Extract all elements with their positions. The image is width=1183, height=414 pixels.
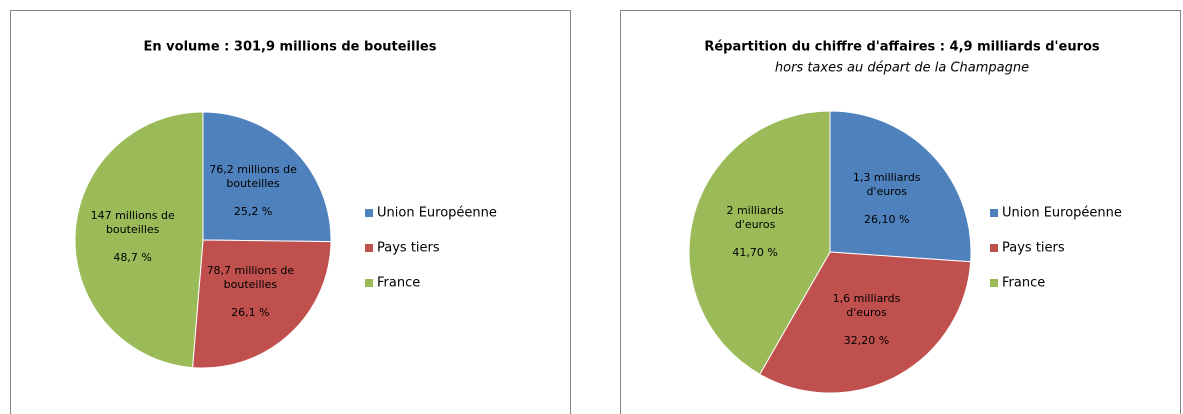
pie-slice [759, 251, 972, 394]
pie-slice [829, 110, 972, 263]
legend-label: Union Européenne [1002, 206, 1122, 221]
slice-amount: 76,2 millions de bouteilles [209, 162, 297, 190]
slice-amount: 147 millions de bouteilles [90, 209, 175, 237]
legend-swatch [365, 279, 373, 287]
pie-slice [688, 110, 831, 375]
legend-label: Pays tiers [1002, 241, 1065, 256]
slice-percent: 41,70 % [732, 246, 778, 259]
slice-label: 76,2 millions de bouteilles 25,2 % [205, 163, 301, 219]
legend-label: Union Européenne [377, 206, 497, 221]
slice-percent: 32,20 % [843, 334, 890, 348]
slice-amount: 1,3 milliards d'euros [852, 171, 921, 199]
pie-slice [74, 111, 204, 369]
pie-slice [192, 239, 332, 369]
slice-percent: 48,7 % [113, 251, 152, 265]
slice-label: 147 millions de bouteilles 48,7 % [85, 209, 181, 265]
slice-percent: 26,1 % [231, 306, 270, 320]
legend-swatch [990, 279, 998, 287]
legend-label: France [1002, 276, 1045, 291]
legend-swatch [365, 209, 373, 217]
chart-subtitle: hors taxes au départ de la Champagne [775, 61, 1029, 76]
pie-slice [202, 111, 332, 243]
legend-label: France [377, 276, 420, 291]
slice-label: 2 milliards d'euros 41,70 % [707, 204, 803, 260]
slice-label: 1,6 milliards d'euros 32,20 % [819, 292, 915, 348]
slice-amount: 78,7 millions de bouteilles [206, 264, 295, 292]
slice-amount: 2 milliards d'euros [726, 204, 784, 231]
chart-title: Répartition du chiffre d'affaires : 4,9 … [704, 40, 1100, 55]
legend-swatch [990, 244, 998, 252]
slice-percent: 26,10 % [863, 213, 910, 227]
chart-title: En volume : 301,9 millions de bouteilles [144, 40, 437, 55]
legend-label: Pays tiers [377, 241, 440, 256]
slice-amount: 1,6 milliards d'euros [832, 292, 901, 320]
legend-swatch [990, 209, 998, 217]
slice-percent: 25,2 % [233, 204, 273, 218]
legend-swatch [365, 244, 373, 252]
slice-label: 78,7 millions de bouteilles 26,1 % [202, 264, 298, 320]
slice-label: 1,3 milliards d'euros 26,10 % [839, 171, 935, 227]
